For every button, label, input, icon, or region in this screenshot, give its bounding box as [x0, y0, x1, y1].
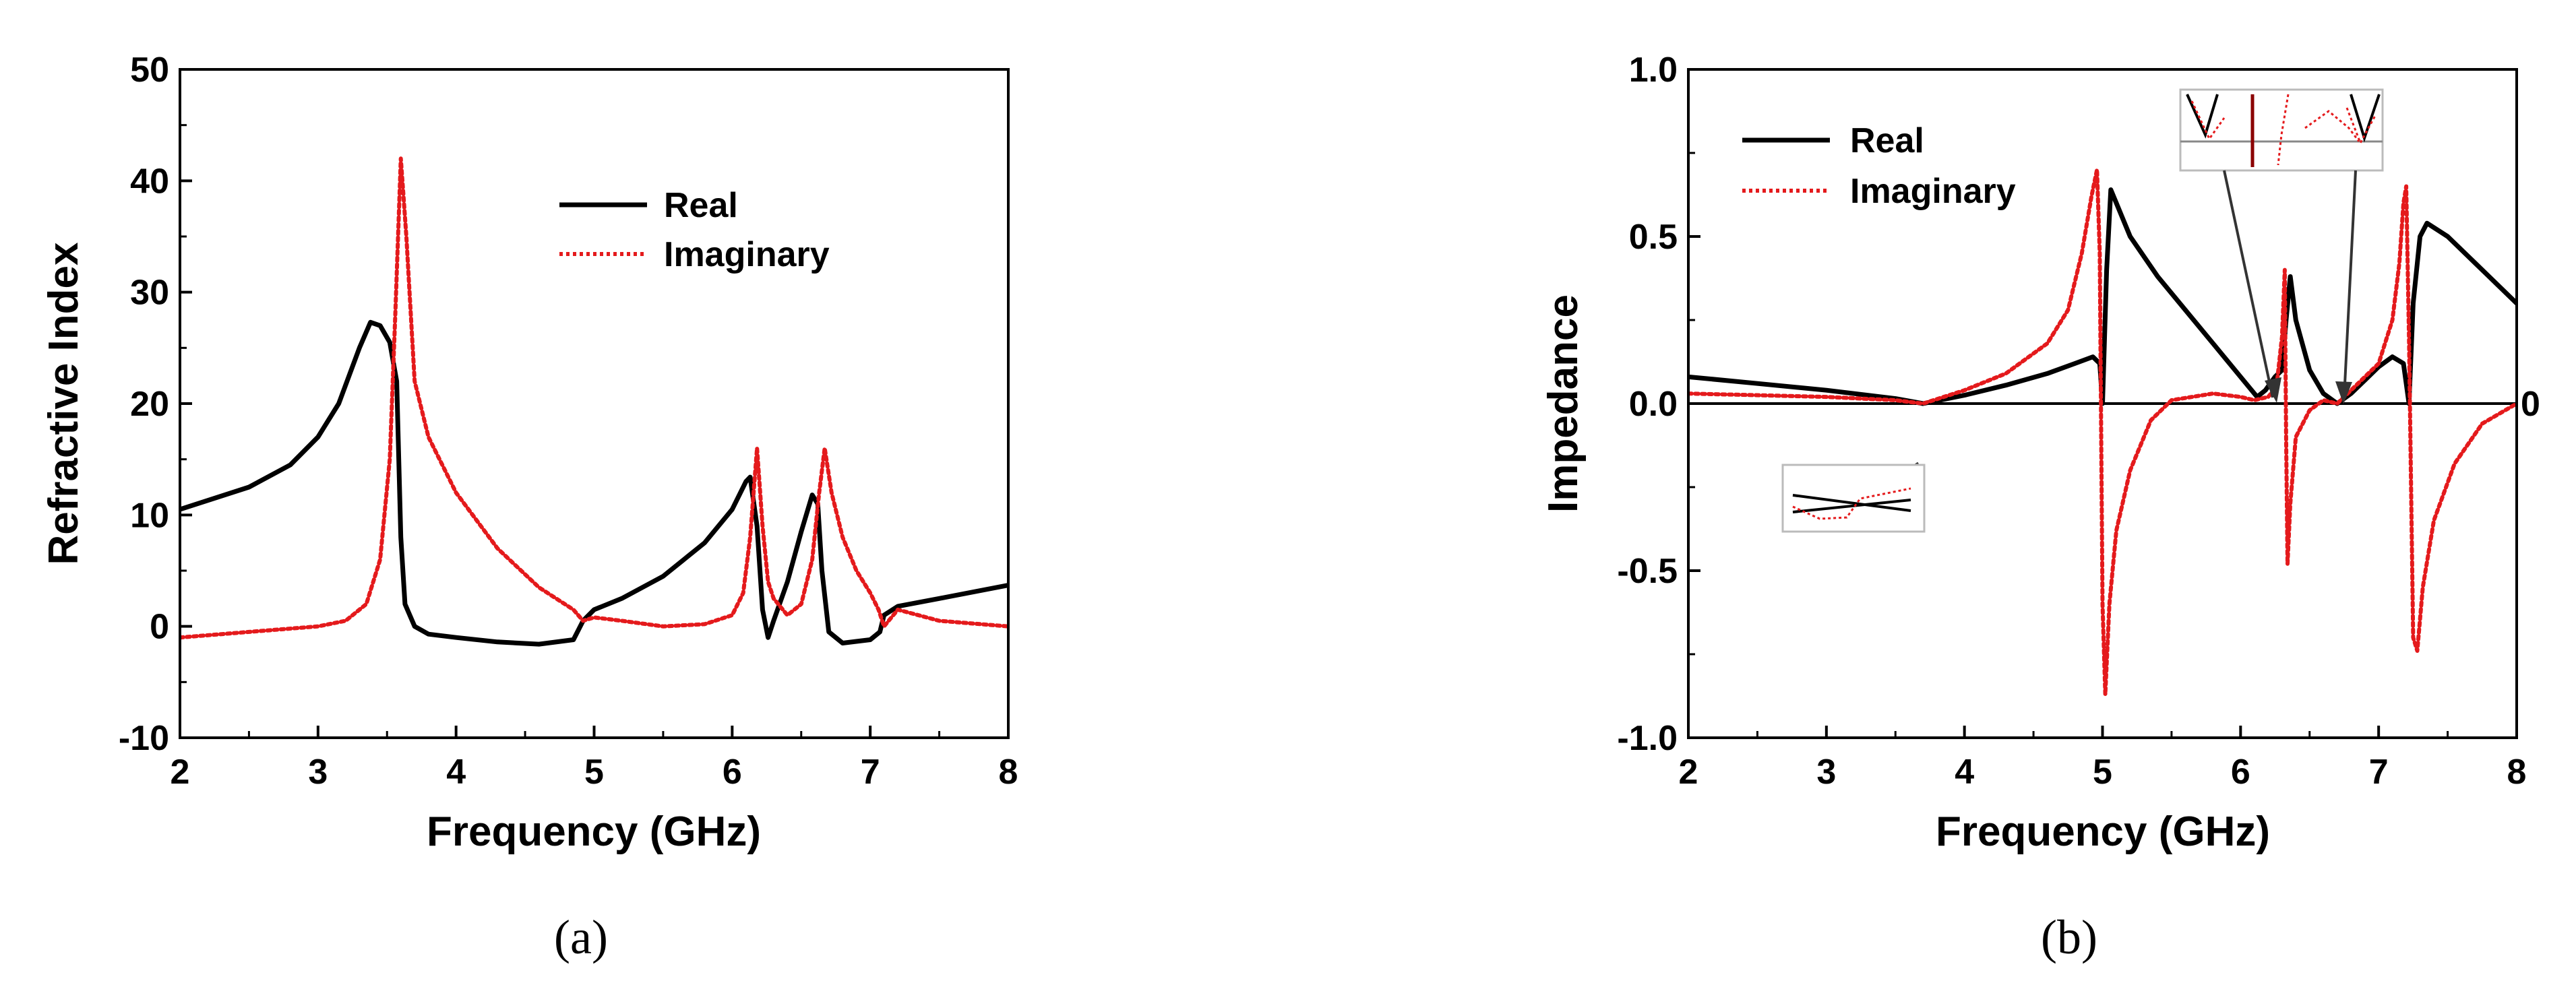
y-axis-label-a: Refractive Index: [40, 242, 87, 565]
y-tick-label-a-3: 20: [130, 385, 169, 424]
x-axis-label-b: Frequency (GHz): [1936, 808, 2270, 855]
y-tick-label-b-1: -0.5: [1617, 552, 1678, 591]
x-tick-label-a-5: 7: [861, 753, 880, 792]
x-tick-label-b-5: 7: [2369, 753, 2389, 792]
tick-labels-b: 2 3 4 5 6 7 8 -1.0 -0.5 0.0 0.5 1.0: [1617, 51, 2526, 792]
x-tick-label-a-2: 4: [446, 753, 466, 792]
x-tick-label-a-6: 8: [999, 753, 1018, 792]
x-tick-label-b-3: 5: [2093, 753, 2112, 792]
series-line-real-b: [1688, 187, 2517, 406]
panel-label-a-text: (a): [554, 910, 608, 964]
x-tick-label-b-0: 2: [1679, 753, 1698, 792]
series-line-imaginary-a: [180, 156, 1008, 640]
legend-label-imaginary-a: Imaginary: [664, 235, 830, 274]
x-tick-label-a-3: 5: [584, 753, 604, 792]
plot-frame-a: [179, 68, 1010, 739]
inset-zoom-top: [2179, 88, 2384, 172]
panel-label-b: (b): [2041, 910, 2097, 964]
zero-line-end-label-b: 0: [2521, 385, 2540, 424]
x-tick-label-a-0: 2: [171, 753, 190, 792]
inset-zoom-bottom: [1781, 462, 1926, 533]
series-group-b: [1688, 167, 2517, 697]
x-tick-label-b-6: 8: [2507, 753, 2527, 792]
y-tick-label-a-5: 40: [130, 162, 169, 201]
y-tick-label-a-0: -10: [119, 719, 169, 758]
x-tick-label-a-4: 6: [723, 753, 742, 792]
series-line-imaginary-b: [1688, 167, 2517, 697]
x-axis-label-a: Frequency (GHz): [427, 808, 761, 855]
legend-label-imaginary-b: Imaginary: [1850, 172, 2016, 211]
panel-label-b-text: (b): [2041, 910, 2097, 964]
y-tick-label-a-6: 50: [130, 51, 169, 90]
y-tick-label-b-0: -1.0: [1617, 719, 1678, 758]
series-group-a: [180, 156, 1008, 647]
legend-b: Real Imaginary: [1742, 121, 2016, 211]
chart-panel-b: 2 3 4 5 6 7 8 -1.0 -0.5 0.0 0.5 1.0 0 Frequency (GH…: [1540, 51, 2540, 964]
legend-a: Real Imaginary: [559, 186, 830, 274]
y-tick-label-a-4: 30: [130, 274, 169, 313]
y-tick-label-a-2: 10: [130, 496, 169, 535]
tick-labels-a: 2 3 4 5 6 7 8 -10 0 10 20 30 40 50: [119, 51, 1018, 792]
axis-ticks-a: [179, 68, 1010, 739]
inset-arrows-top: [2223, 170, 2357, 404]
x-tick-label-b-2: 4: [1955, 753, 1974, 792]
y-tick-label-a-1: 0: [150, 608, 169, 647]
panel-label-a: (a): [554, 910, 608, 964]
y-axis-label-b: Impedance: [1540, 294, 1587, 513]
x-tick-label-a-1: 3: [308, 753, 328, 792]
series-line-real-a: [180, 319, 1008, 647]
x-tick-label-b-1: 3: [1816, 753, 1836, 792]
plot-frame-b: [1687, 68, 2518, 739]
y-tick-label-b-3: 0.5: [1629, 218, 1678, 257]
y-tick-label-b-4: 1.0: [1629, 51, 1678, 90]
legend-label-real-a: Real: [664, 186, 738, 225]
y-tick-label-b-2: 0.0: [1629, 385, 1678, 424]
chart-panel-a: 2 3 4 5 6 7 8 -10 0 10 20 30 40 50 Frequency (GHz) Re…: [40, 51, 1018, 964]
x-tick-label-b-4: 6: [2231, 753, 2250, 792]
legend-label-real-b: Real: [1850, 121, 1924, 160]
